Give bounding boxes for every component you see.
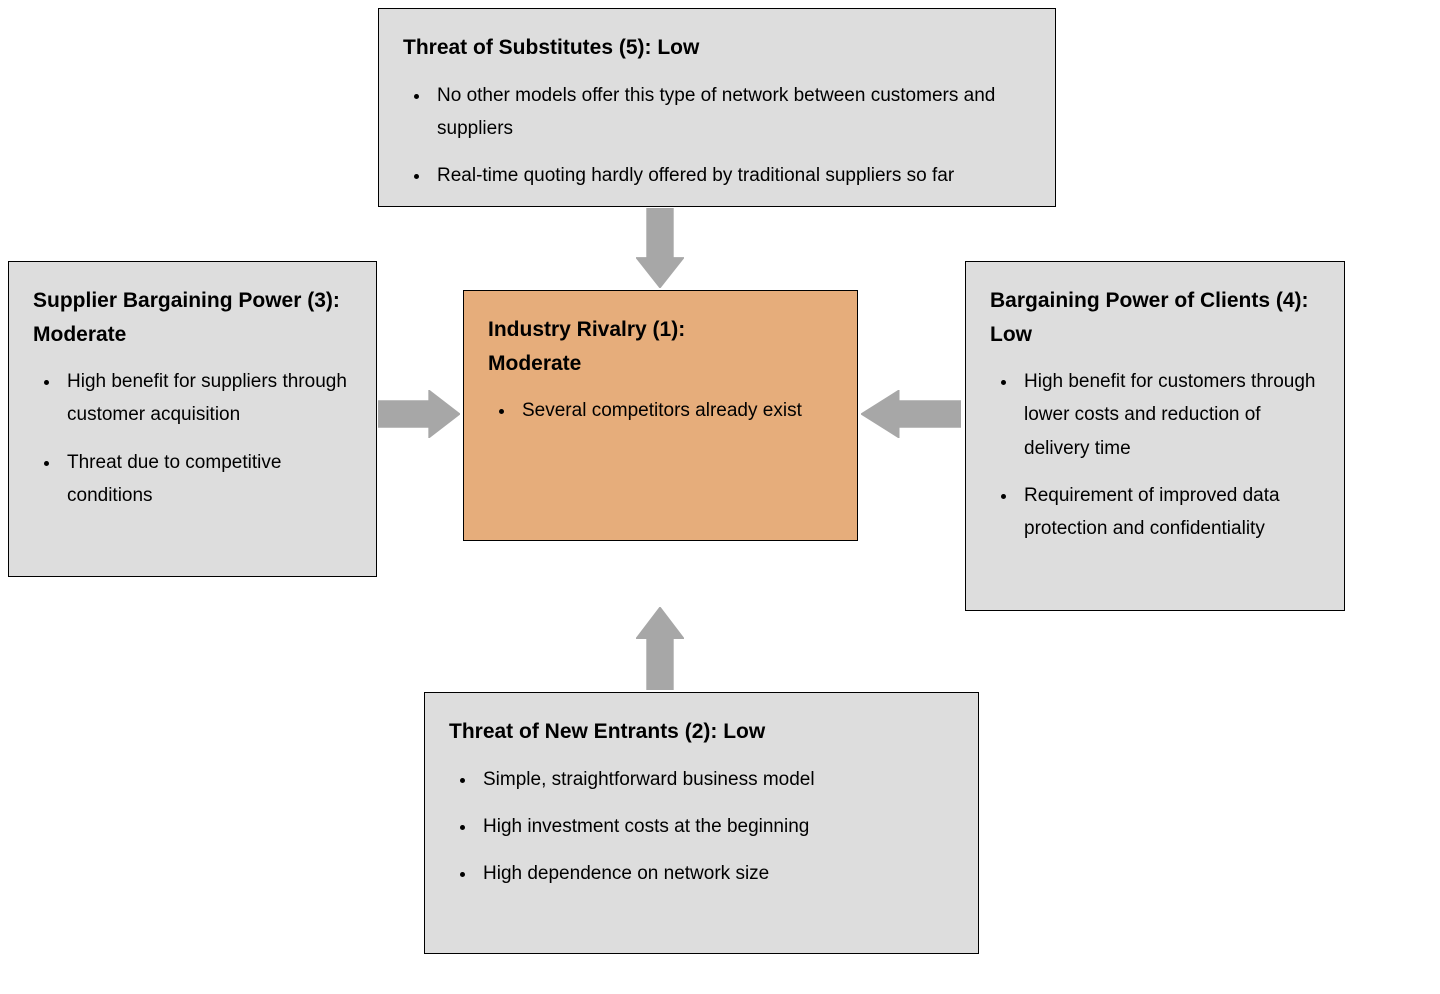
bullet: Simple, straightforward business model: [477, 763, 954, 796]
force-box-rivalry: Industry Rivalry (1): Moderate Several c…: [463, 290, 858, 541]
title-line: Bargaining Power of Clients (4):: [990, 289, 1309, 312]
bullet: High dependence on network size: [477, 857, 954, 890]
title-line: Industry Rivalry (1):: [488, 318, 685, 341]
title-line: Low: [990, 323, 1032, 346]
force-bullets-supplier-power: High benefit for suppliers through custo…: [33, 365, 352, 512]
force-box-supplier-power: Supplier Bargaining Power (3): Moderate …: [8, 261, 377, 577]
arrow-right-icon: [378, 390, 460, 438]
bullet: Real-time quoting hardly offered by trad…: [431, 159, 1031, 192]
force-bullets-new-entrants: Simple, straightforward business model H…: [449, 763, 954, 891]
force-title-new-entrants: Threat of New Entrants (2): Low: [449, 715, 954, 749]
force-title-rivalry: Industry Rivalry (1): Moderate: [488, 313, 833, 380]
force-box-new-entrants: Threat of New Entrants (2): Low Simple, …: [424, 692, 979, 954]
force-title-clients-power: Bargaining Power of Clients (4): Low: [990, 284, 1320, 351]
bullet: High investment costs at the beginning: [477, 810, 954, 843]
force-bullets-substitutes: No other models offer this type of netwo…: [403, 79, 1031, 193]
force-box-clients-power: Bargaining Power of Clients (4): Low Hig…: [965, 261, 1345, 611]
bullet: No other models offer this type of netwo…: [431, 79, 1031, 146]
arrow-left-icon: [861, 390, 961, 438]
force-title-substitutes: Threat of Substitutes (5): Low: [403, 31, 1031, 65]
bullet: High benefit for customers through lower…: [1018, 365, 1320, 465]
arrow-up-icon: [636, 607, 684, 690]
title-line: Moderate: [488, 352, 581, 375]
bullet: Requirement of improved data protection …: [1018, 479, 1320, 546]
force-bullets-clients-power: High benefit for customers through lower…: [990, 365, 1320, 545]
title-line: Supplier Bargaining Power (3):: [33, 289, 340, 312]
bullet: High benefit for suppliers through custo…: [61, 365, 352, 432]
force-bullets-rivalry: Several competitors already exist: [488, 394, 833, 427]
arrow-down-icon: [636, 208, 684, 288]
title-line: Moderate: [33, 323, 126, 346]
force-title-supplier-power: Supplier Bargaining Power (3): Moderate: [33, 284, 352, 351]
bullet: Several competitors already exist: [516, 394, 833, 427]
force-box-substitutes: Threat of Substitutes (5): Low No other …: [378, 8, 1056, 207]
bullet: Threat due to competitive conditions: [61, 446, 352, 513]
